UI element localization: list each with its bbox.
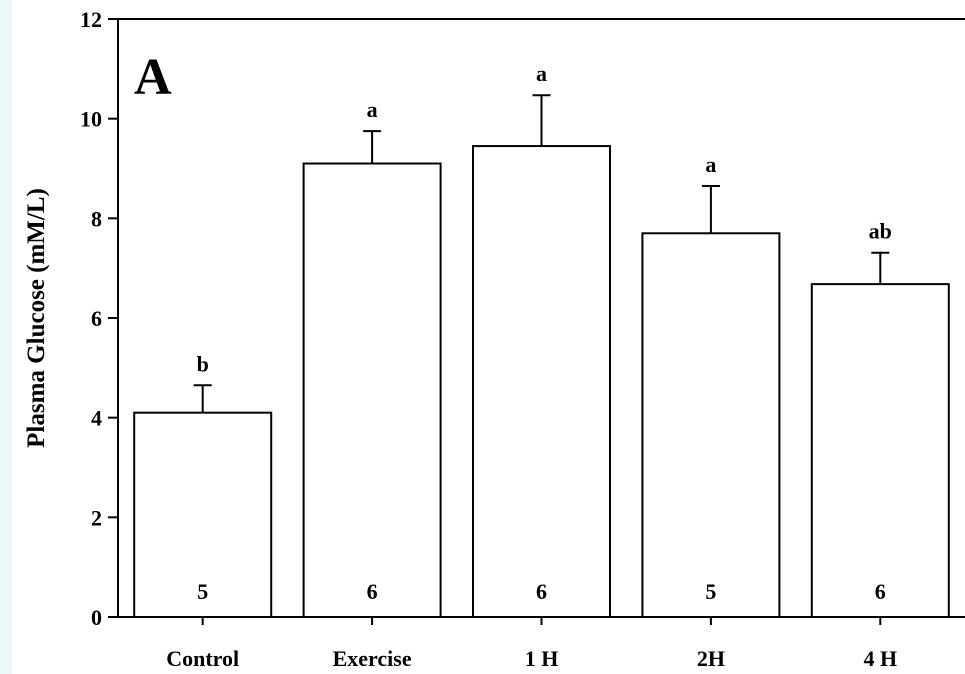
bar	[302, 162, 442, 618]
significance-label: a	[536, 61, 547, 86]
y-tick-label: 10	[80, 107, 102, 132]
y-tick-label: 8	[91, 206, 102, 231]
y-tick-label: 6	[91, 306, 102, 331]
x-tick-label: 4 H	[863, 646, 897, 671]
y-tick-label: 12	[80, 7, 102, 32]
x-tick-label: 1 H	[525, 646, 559, 671]
y-axis-title: Plasma Glucose (mM/L)	[23, 188, 50, 448]
x-tick-label: Control	[166, 646, 239, 671]
bar	[810, 283, 950, 618]
bar	[133, 411, 273, 618]
significance-label: b	[197, 351, 209, 376]
y-tick-label: 0	[91, 605, 102, 630]
significance-label: a	[705, 152, 716, 177]
sample-size-label: 5	[705, 579, 716, 604]
sample-size-label: 6	[367, 579, 378, 604]
significance-label: ab	[869, 219, 892, 244]
y-tick-label: 2	[91, 505, 102, 530]
sample-size-label: 6	[536, 579, 547, 604]
significance-label: a	[367, 97, 378, 122]
left-margin-strip	[0, 0, 12, 674]
sample-size-label: 5	[197, 579, 208, 604]
sample-size-label: 6	[875, 579, 886, 604]
y-tick-label: 4	[91, 406, 102, 431]
x-tick-label: 2H	[697, 646, 725, 671]
x-tick-label: Exercise	[333, 646, 412, 671]
bar	[472, 145, 611, 618]
panel-label: A	[134, 49, 172, 106]
bar	[641, 232, 781, 619]
